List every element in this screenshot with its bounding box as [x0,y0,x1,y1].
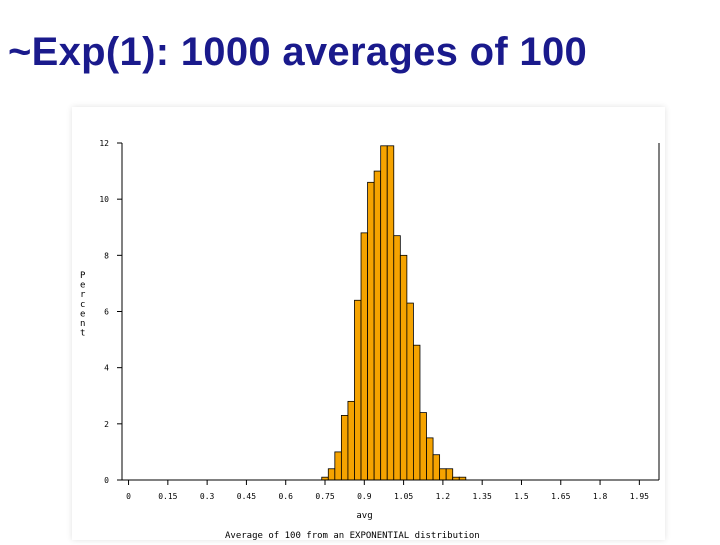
x-axis-label: avg [356,511,372,521]
y-tick-label: 12 [99,139,109,148]
ticks-group: 0 2 4 6 8 10 12 0 0.15 0.3 0.45 0.6 0.75 0.9 1.05 1.2 1.… [99,139,649,501]
histogram-bar [347,400,355,481]
y-tick-label: 4 [104,364,109,373]
y-axis-label-letter: e [80,281,85,291]
chart-footnote: Average of 100 from an EXPONENTIAL distr… [225,531,480,540]
x-tick-label: 0.3 [200,492,215,501]
y-axis-label-letter: t [80,329,85,339]
histogram-bar [386,145,395,481]
x-tick-label: 1.65 [551,492,570,501]
y-axis-label-letter: P [80,271,86,281]
histogram-bar [373,170,382,481]
y-tick-label: 8 [104,251,109,260]
x-tick-label: 0.9 [357,492,372,501]
bars-group [321,145,467,481]
histogram-bar [419,412,427,481]
y-axis-label-letter: e [80,309,85,319]
histogram-bar [445,468,454,481]
x-tick-label: 1.5 [514,492,529,501]
histogram-bar [426,437,434,481]
histogram-bar [413,344,421,481]
x-tick-label: 1.8 [593,492,608,501]
histogram-bar [327,468,336,481]
y-tick-label: 10 [99,195,109,204]
x-tick-label: 1.05 [394,492,413,501]
y-axis-label-letter: n [80,319,85,329]
histogram-bar [432,454,441,481]
histogram-bar [334,451,342,481]
histogram-bar [406,302,414,481]
histogram-chart: 0 2 4 6 8 10 12 0 0.15 0.3 0.45 0.6 0.75 0.9 1.05 1.2 1.… [80,139,660,541]
x-tick-label: 0.75 [315,492,334,501]
y-axis-label-letter: r [80,290,86,300]
x-tick-label: 1.95 [630,492,649,501]
x-tick-label: 0.15 [158,492,177,501]
histogram-bar [367,181,375,481]
histogram-panel: 0 2 4 6 8 10 12 0 0.15 0.3 0.45 0.6 0.75 0.9 1.05 1.2 1.… [72,107,665,541]
x-tick-label: 1.35 [473,492,492,501]
x-tick-label: 0.45 [237,492,256,501]
histogram-bar [399,254,408,481]
histogram-bar [439,468,447,481]
histogram-bar [360,232,368,481]
y-tick-label: 6 [104,308,109,317]
x-tick-label: 1.2 [436,492,451,501]
slide-title: ~Exp(1): 1000 averages of 100 [8,30,588,74]
histogram-bar [354,299,362,481]
x-tick-label: 0 [126,492,131,501]
histogram-bar [393,235,401,481]
y-tick-label: 2 [104,420,109,429]
y-axis-label-letter: c [80,300,85,310]
y-tick-label: 0 [104,476,109,485]
histogram-bar [340,415,349,481]
x-tick-label: 0.6 [278,492,293,501]
histogram-bar [380,145,388,481]
